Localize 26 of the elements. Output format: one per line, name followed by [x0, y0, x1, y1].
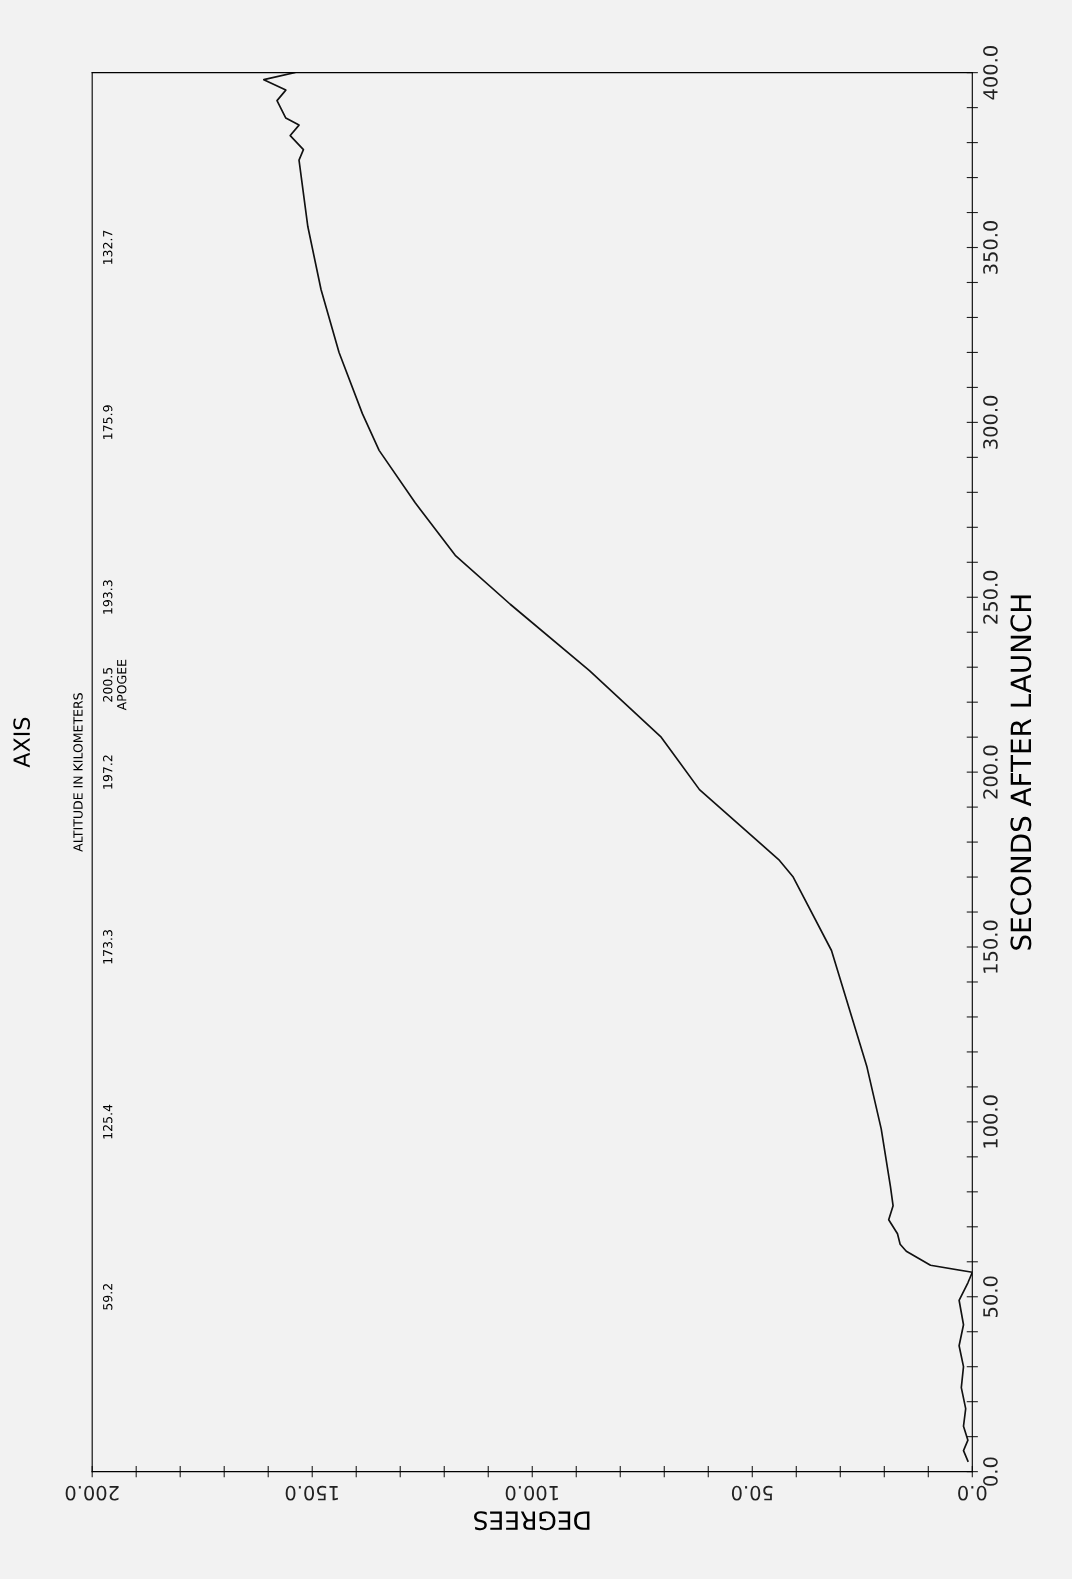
line-series [262, 72, 973, 1462]
y-tick-label: 50.0 [983, 1276, 998, 1317]
y-axis-title: SECONDS AFTER LAUNCH [1010, 595, 1032, 950]
annotation: 197.2 [102, 755, 113, 789]
annotation: 175.9 [102, 405, 113, 439]
y-tick-label: 100.0 [983, 1095, 998, 1148]
annotation: 173.3 [102, 930, 113, 964]
text: AXIS [13, 717, 31, 768]
y-tick-label: 350.0 [983, 220, 998, 274]
text: ALTITUDE IN KILOMETERS [73, 693, 83, 852]
x-tick-label: 200.0 [65, 1485, 119, 1501]
x-tick-label: 0.0 [958, 1485, 987, 1501]
y-tick-label: 300.0 [983, 395, 998, 449]
x-tick-label: 100.0 [505, 1485, 558, 1501]
y-tick-label: 400.0 [983, 46, 998, 100]
y-tick-label: 150.0 [983, 920, 998, 973]
annotation: 200.5 APOGEE [102, 659, 127, 711]
annotation: 125.4 [102, 1104, 113, 1139]
x-tick-label: 50.0 [731, 1485, 773, 1501]
annotation: 132.7 [102, 230, 113, 265]
x-axis-title: DEGREES [474, 1511, 590, 1531]
annotation: 59.2 [102, 1284, 113, 1310]
y-tick-label: 250.0 [983, 570, 998, 624]
y-tick-label: 200.0 [983, 745, 998, 799]
annotation: 193.3 [102, 580, 113, 614]
x-tick-label: 150.0 [285, 1485, 338, 1501]
